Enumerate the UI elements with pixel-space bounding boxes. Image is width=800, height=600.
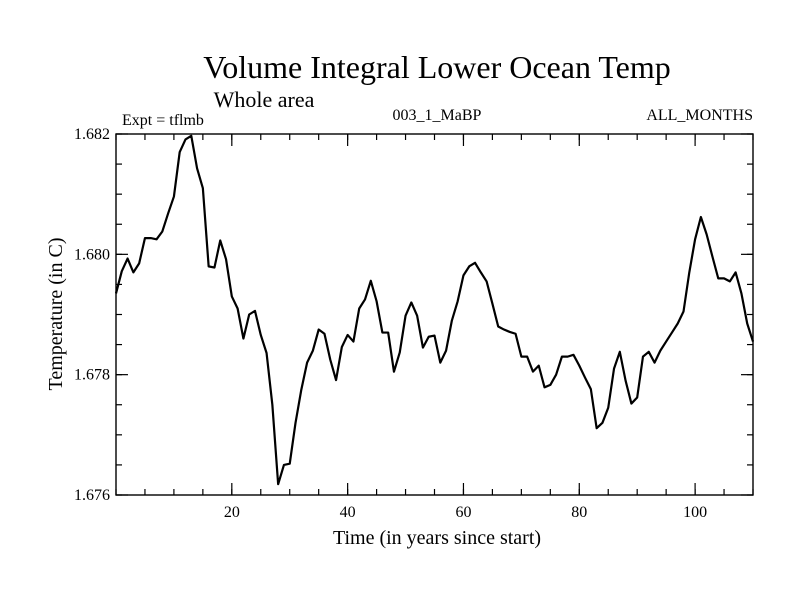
- x-tick-label: 40: [340, 504, 356, 521]
- y-tick-label: 1.678: [74, 367, 110, 384]
- y-tick-label: 1.676: [74, 487, 110, 504]
- x-tick-label: 20: [224, 504, 240, 521]
- temperature-series-line: [114, 134, 755, 486]
- axis-ticks: [115, 133, 754, 496]
- plot-frame: [115, 133, 754, 496]
- y-tick-label: 1.680: [74, 246, 110, 263]
- axis-tick-labels: 20 40 60 80 100 1.676 1.678 1.680 1.682: [74, 126, 707, 521]
- months-label: ALL_MONTHS: [646, 107, 753, 124]
- x-axis-label: Time (in years since start): [333, 527, 541, 549]
- run-id-label: 003_1_MaBP: [393, 107, 482, 124]
- y-tick-label: 1.682: [74, 126, 110, 143]
- chart-subtitle: Whole area: [214, 87, 315, 112]
- y-axis-label: Temperature (in C): [45, 238, 67, 391]
- experiment-label: Expt = tflmb: [122, 112, 204, 129]
- x-tick-label: 60: [455, 504, 471, 521]
- x-tick-label: 100: [683, 504, 707, 521]
- x-tick-label: 80: [571, 504, 587, 521]
- chart-title: Volume Integral Lower Ocean Temp: [203, 49, 671, 85]
